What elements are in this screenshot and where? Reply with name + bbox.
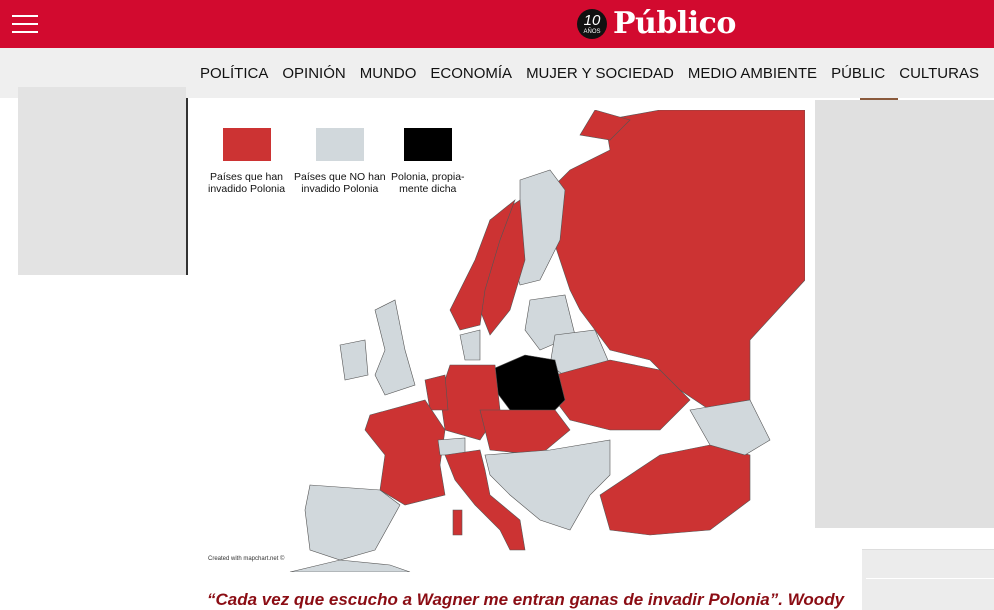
region-iberia xyxy=(304,484,401,561)
region-ukraine xyxy=(554,359,691,431)
map-shapes xyxy=(289,110,805,572)
nav-public[interactable]: PÚBLIC xyxy=(831,65,886,82)
sidebar-widget xyxy=(862,549,994,610)
legend-invaded: Países que han invadido Polonia xyxy=(208,128,285,195)
legend-label: invadido Polonia xyxy=(301,183,379,195)
region-benelux xyxy=(424,374,449,411)
legend-label: invadido Polonia xyxy=(208,183,286,195)
region-denmark xyxy=(459,329,481,361)
nav-mundo[interactable]: MUNDO xyxy=(359,65,417,82)
region-uk xyxy=(374,299,416,396)
legend-not-invaded: Países que NO han invadido Polonia xyxy=(294,128,386,195)
logo[interactable]: 10 AÑOS Público xyxy=(577,6,736,41)
legend-poland: Polonia, propia- mente dicha xyxy=(391,128,465,195)
site-header: 10 AÑOS Público xyxy=(0,0,994,48)
region-sardinia xyxy=(452,509,463,536)
region-balkans xyxy=(484,439,611,531)
divider xyxy=(186,98,188,275)
anniversary-badge: 10 AÑOS xyxy=(577,8,607,39)
nav-economia[interactable]: ECONOMÍA xyxy=(430,65,513,82)
map-credit: Created with mapchart.net © xyxy=(208,556,285,562)
region-italy xyxy=(444,449,526,551)
ad-image-edge xyxy=(860,98,898,101)
nav-medio-ambiente[interactable]: MEDIO AMBIENTE xyxy=(687,65,818,82)
region-norway xyxy=(449,199,516,331)
nav-politica[interactable]: POLÍTICA xyxy=(200,65,269,82)
region-caucasus xyxy=(689,399,771,456)
brand-name: Público xyxy=(613,6,736,41)
region-turkey xyxy=(599,444,751,536)
region-ireland xyxy=(339,339,369,381)
legend-label: Países que NO han xyxy=(294,171,386,183)
region-north-norway xyxy=(579,110,631,141)
nav-culturas[interactable]: CULTURAS xyxy=(899,65,979,82)
europe-map-image: Países que han invadido Polonia Países q… xyxy=(190,110,805,572)
legend-label: mente dicha xyxy=(399,183,457,195)
legend-label: Polonia, propia- xyxy=(391,171,465,183)
right-ad-placeholder xyxy=(815,100,994,528)
article-quote: “Cada vez que escucho a Wagner me entran… xyxy=(207,590,845,609)
region-poland xyxy=(494,354,566,416)
legend-swatch-red xyxy=(222,128,271,161)
nav-opinion[interactable]: OPINIÓN xyxy=(282,65,346,82)
legend-swatch-grey xyxy=(315,128,364,161)
region-france xyxy=(364,399,446,506)
legend-label: Países que han xyxy=(210,171,284,183)
legend-swatch-black xyxy=(403,128,452,161)
left-ad-placeholder xyxy=(18,87,186,275)
hamburger-icon[interactable] xyxy=(12,15,38,33)
region-central-europe xyxy=(479,409,571,456)
region-africa xyxy=(289,559,411,572)
nav-mujer-sociedad[interactable]: MUJER Y SOCIEDAD xyxy=(526,65,674,82)
